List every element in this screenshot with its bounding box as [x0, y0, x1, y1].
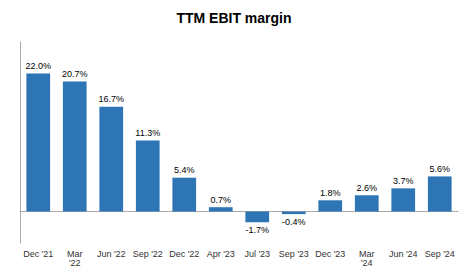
- svg-text:Dec '23: Dec '23: [315, 249, 345, 259]
- svg-text:Jun '22: Jun '22: [97, 249, 126, 259]
- svg-text:0.7%: 0.7%: [210, 195, 231, 205]
- svg-text:-1.7%: -1.7%: [245, 225, 269, 235]
- svg-text:Mar: Mar: [359, 248, 375, 259]
- svg-text:-0.4%: -0.4%: [282, 217, 306, 227]
- svg-text:Sep '23: Sep '23: [279, 249, 309, 259]
- svg-text:1.8%: 1.8%: [320, 188, 341, 198]
- svg-text:3.7%: 3.7%: [393, 176, 414, 186]
- svg-text:Jun '24: Jun '24: [389, 249, 418, 259]
- svg-text:Mar: Mar: [67, 248, 83, 259]
- svg-text:Jul '23: Jul '23: [244, 249, 270, 259]
- svg-text:20.7%: 20.7%: [62, 69, 88, 79]
- svg-text:22.0%: 22.0%: [25, 61, 51, 71]
- svg-text:Apr '23: Apr '23: [207, 249, 235, 259]
- svg-text:16.7%: 16.7%: [98, 94, 124, 104]
- svg-text:11.3%: 11.3%: [135, 128, 160, 138]
- svg-text:TTM EBIT margin: TTM EBIT margin: [176, 10, 291, 26]
- svg-text:Sep '24: Sep '24: [425, 249, 455, 259]
- svg-text:Dec '22: Dec '22: [169, 249, 199, 259]
- svg-text:'22: '22: [69, 258, 81, 268]
- svg-text:Dec '21: Dec '21: [23, 249, 53, 259]
- svg-text:5.4%: 5.4%: [174, 165, 195, 175]
- svg-text:5.6%: 5.6%: [429, 164, 450, 174]
- svg-text:'24: '24: [361, 258, 373, 268]
- svg-text:2.6%: 2.6%: [356, 183, 377, 193]
- svg-text:Sep '22: Sep '22: [133, 249, 163, 259]
